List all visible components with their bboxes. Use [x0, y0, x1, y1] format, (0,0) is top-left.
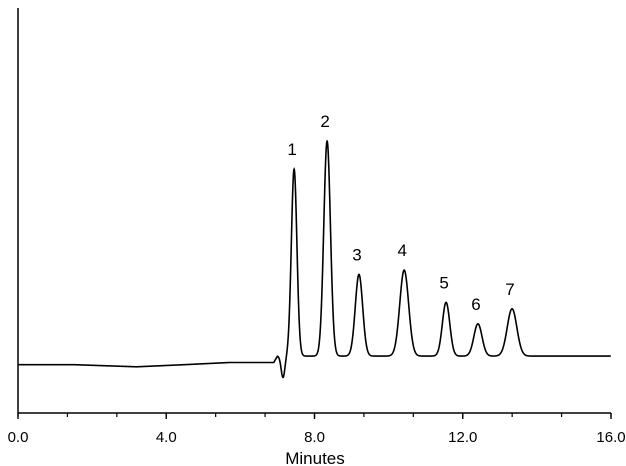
x-tick-label: 0.0	[8, 429, 29, 446]
x-tick-label: 8.0	[304, 429, 325, 446]
peak-label: 5	[439, 273, 448, 292]
x-tick-label: 16.0	[596, 429, 625, 446]
peak-label: 1	[287, 140, 296, 159]
x-tick-label: 12.0	[448, 429, 477, 446]
x-tick-label: 4.0	[156, 429, 177, 446]
peak-label: 4	[397, 241, 406, 260]
x-axis-label: Minutes	[285, 449, 345, 466]
peak-label: 7	[505, 280, 514, 299]
peak-label: 3	[352, 245, 361, 264]
chromatogram-trace	[18, 139, 611, 379]
peak-label: 6	[471, 295, 480, 314]
peak-label: 2	[320, 112, 329, 131]
